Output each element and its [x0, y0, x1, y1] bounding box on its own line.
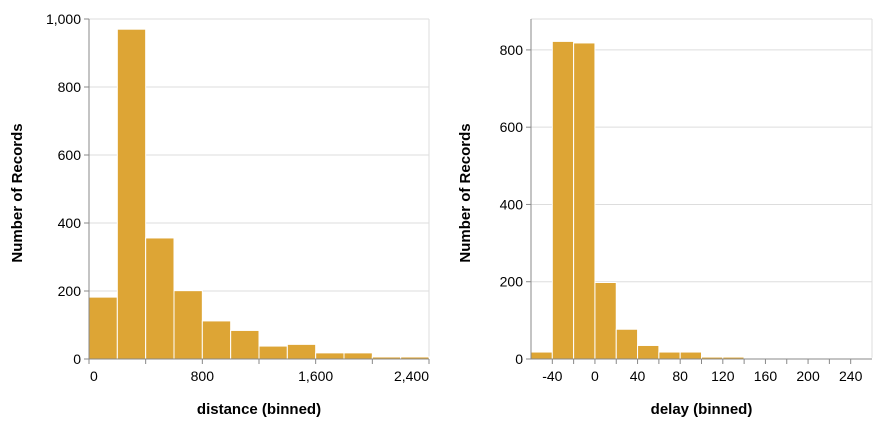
histogram-bar: [551, 40, 575, 360]
histogram-bar: [88, 296, 118, 360]
y-tick-label: 400: [500, 196, 524, 212]
histogram-bar: [530, 351, 553, 360]
x-tick-label: 2,400: [394, 368, 429, 384]
y-tick-label: 0: [515, 351, 523, 367]
delay-histogram: 0 200 400 600 800 -40 0 40 80 120 160 200 240 delay (…: [457, 18, 873, 418]
x-tick-label: 120: [711, 368, 735, 384]
x-tick-label: 0: [591, 368, 599, 384]
histogram-bar: [201, 320, 232, 360]
histogram-bar: [573, 42, 596, 360]
y-tick-label: 600: [58, 147, 82, 163]
x-tick-label: -40: [542, 368, 562, 384]
histogram-bar: [637, 344, 660, 360]
x-tick-label: 160: [754, 368, 778, 384]
x-axis-title: distance (binned): [197, 401, 321, 418]
x-tick-label: 80: [672, 368, 688, 384]
histogram-bar: [594, 282, 617, 360]
distance-histogram: 0 200 400 600 800 1,000 0 800 1,600 2,400 distance…: [9, 11, 430, 418]
histogram-bar: [679, 351, 702, 360]
y-tick-label: 200: [500, 274, 524, 290]
histogram-bar: [286, 343, 317, 360]
histogram-bar: [230, 329, 260, 360]
histogram-bar: [258, 345, 288, 360]
y-axis-title: Number of Records: [457, 123, 474, 262]
y-tick-label: 400: [58, 215, 82, 231]
x-tick-label: 240: [839, 368, 863, 384]
x-tick-label: 800: [191, 368, 215, 384]
x-tick-label: 200: [796, 368, 820, 384]
histogram-bar: [116, 28, 147, 360]
y-axis-title: Number of Records: [9, 123, 26, 262]
x-tick-label: 0: [90, 368, 98, 384]
y-tick-label: 800: [58, 79, 82, 95]
histogram-bar: [173, 290, 203, 360]
histogram-bar: [145, 237, 175, 360]
histogram-bar: [658, 351, 681, 360]
y-tick-label: 200: [58, 283, 82, 299]
y-tick-label: 0: [73, 351, 81, 367]
histogram-bar: [315, 352, 345, 360]
histogram-bar: [343, 352, 373, 360]
y-tick-label: 600: [500, 119, 524, 135]
x-tick-label: 1,600: [298, 368, 333, 384]
y-tick-label: 800: [500, 42, 524, 58]
y-tick-label: 1,000: [46, 11, 81, 27]
histogram-bar: [615, 328, 639, 360]
x-tick-label: 40: [630, 368, 646, 384]
x-axis-title: delay (binned): [651, 401, 753, 418]
